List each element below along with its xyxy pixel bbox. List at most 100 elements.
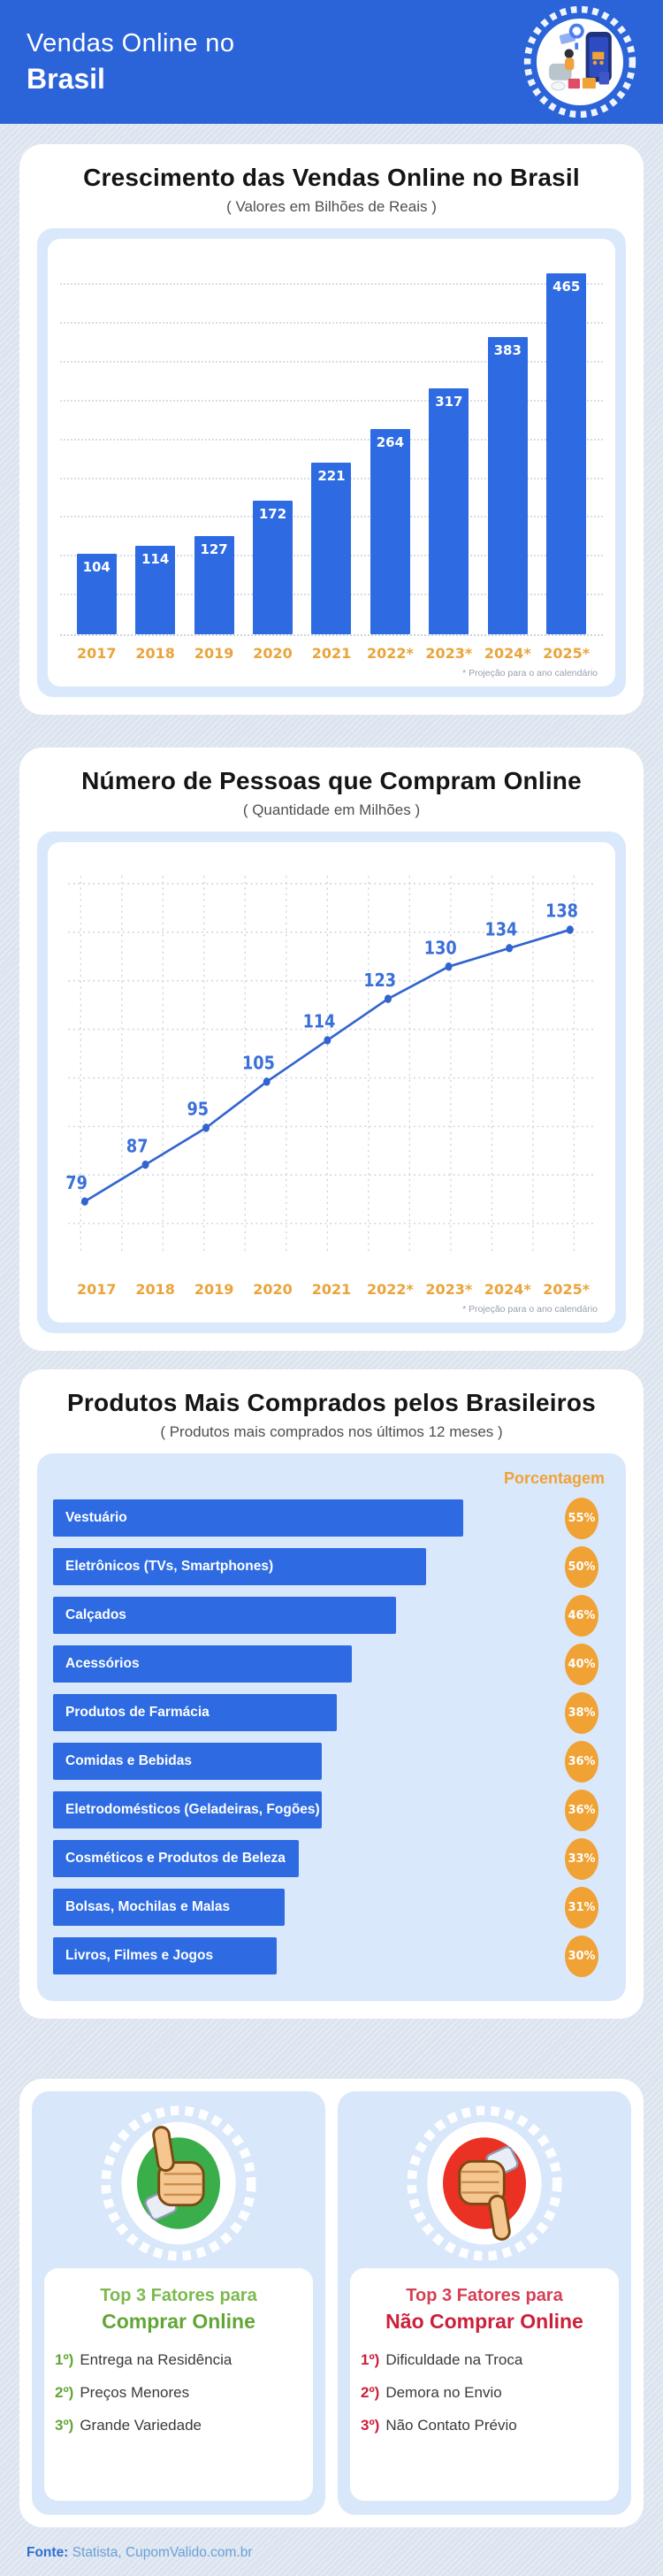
factor-item: 2º) Preços Menores <box>55 2384 302 2402</box>
product-bar: Bolsas, Mochilas e Malas <box>53 1889 285 1926</box>
point-value-label: 134 <box>484 918 517 940</box>
bar: 114 <box>135 546 176 634</box>
product-label: Eletrodomésticos (Geladeiras, Fogões) <box>65 1802 320 1817</box>
online-buyers-title: Número de Pessoas que Compram Online <box>81 767 582 794</box>
product-label: Comidas e Bebidas <box>65 1753 192 1768</box>
point-value-label: 79 <box>65 1172 88 1194</box>
product-label: Vestuário <box>65 1510 127 1525</box>
top-products-title: Produtos Mais Comprados pelos Brasileiro… <box>67 1389 596 1416</box>
product-bar: Cosméticos e Produtos de Beleza <box>53 1840 300 1877</box>
bar: 127 <box>194 535 234 634</box>
product-row: Eletrônicos (TVs, Smartphones) 50% <box>53 1545 610 1588</box>
percent-badge: 31% <box>565 1886 598 1928</box>
product-label: Calçados <box>65 1607 126 1622</box>
bar-value-label: 104 <box>82 558 110 575</box>
bar-chart-gridline <box>60 322 603 325</box>
bar: 383 <box>487 337 528 634</box>
percent-badge-column: 50% <box>553 1545 610 1588</box>
factors-section: Top 3 Fatores para Comprar Online 1º) Ent… <box>19 2079 644 2527</box>
sales-growth-section: Crescimento das Vendas Online no Brasil … <box>19 144 644 715</box>
product-label: Produtos de Farmácia <box>65 1705 210 1720</box>
factor-text: Demora no Envio <box>385 2384 502 2401</box>
bar-value-label: 264 <box>376 434 405 451</box>
bar-chart-gridline <box>60 283 603 286</box>
percent-badge: 33% <box>565 1837 598 1880</box>
percent-badge-column: 33% <box>553 1837 610 1880</box>
year-label: 2017 <box>76 1281 117 1298</box>
year-label: 2018 <box>135 645 175 662</box>
factor-item: 2º) Demora no Envio <box>361 2384 608 2402</box>
factor-item: 3º) Não Contato Prévio <box>361 2417 608 2434</box>
product-label: Bolsas, Mochilas e Malas <box>65 1899 231 1914</box>
bar: 264 <box>370 429 410 634</box>
year-label: 2024* <box>484 1281 531 1298</box>
percent-badge: 36% <box>565 1740 598 1782</box>
product-row: Calçados 46% <box>53 1594 610 1637</box>
percent-badge-column: 36% <box>553 1740 610 1782</box>
not-buy-factors-title-line1: Top 3 Fatores para <box>406 2286 563 2305</box>
point-value-label: 123 <box>363 969 396 991</box>
product-bar: Comidas e Bebidas <box>53 1743 322 1780</box>
point-value-label: 105 <box>242 1052 275 1074</box>
product-bar-track: Calçados <box>53 1597 553 1634</box>
product-bar: Calçados <box>53 1597 397 1634</box>
buy-factors-list: 1º) Entrega na Residência 2º) Preços Menore… <box>53 2351 304 2434</box>
product-label: Acessórios <box>65 1656 140 1671</box>
percent-badge: 36% <box>565 1789 598 1831</box>
data-point <box>80 1197 88 1206</box>
data-point <box>141 1160 149 1169</box>
year-label: 2022* <box>366 645 414 662</box>
online-buyers-subtitle: ( Quantidade em Milhões ) <box>242 801 421 818</box>
buy-factors-title-line1: Top 3 Fatores para <box>100 2286 257 2305</box>
product-bar: Acessórios <box>53 1645 352 1683</box>
product-bar: Livros, Filmes e Jogos <box>53 1937 278 1974</box>
product-bar-track: Eletrodomésticos (Geladeiras, Fogões) <box>53 1791 553 1828</box>
factor-text: Preços Menores <box>80 2384 190 2401</box>
product-row: Cosméticos e Produtos de Beleza 33% <box>53 1837 610 1880</box>
year-label: 2021 <box>311 1281 352 1298</box>
product-row: Livros, Filmes e Jogos 30% <box>53 1935 610 1977</box>
bar-column: 114 <box>126 262 184 634</box>
factor-text: Dificuldade na Troca <box>385 2351 523 2368</box>
point-value-label: 114 <box>303 1010 336 1032</box>
factor-rank: 2º) <box>55 2384 74 2401</box>
data-point <box>384 994 392 1003</box>
factor-item: 1º) Dificuldade na Troca <box>361 2351 608 2369</box>
source-footer: Fonte: Statista, CupomValido.com.br <box>27 2545 663 2561</box>
percent-badge: 38% <box>565 1691 598 1734</box>
bar-value-label: 465 <box>552 279 581 295</box>
year-label: 2017 <box>76 645 117 662</box>
bar: 104 <box>76 553 117 634</box>
year-label: 2025* <box>543 1281 591 1298</box>
data-point <box>202 1123 210 1132</box>
online-buyers-panel: 79 87 95 105 114 123 130 134 138 2017 2018 2019 202… <box>37 832 626 1333</box>
factor-item: 3º) Grande Variedade <box>55 2417 302 2434</box>
top-products-panel: Porcentagem Vestuário 55% Eletrônicos (TVs… <box>37 1453 626 2001</box>
product-bars-list: Vestuário 55% Eletrônicos (TVs, Smartphone… <box>53 1488 610 1977</box>
percent-badge-column: 46% <box>553 1594 610 1637</box>
page-title-line2: Brasil <box>27 62 105 95</box>
year-label: 2023* <box>425 645 473 662</box>
product-label: Cosméticos e Produtos de Beleza <box>65 1851 286 1866</box>
header: Vendas Online no Brasil <box>0 0 663 124</box>
percent-badge-column: 38% <box>553 1691 610 1734</box>
factor-rank: 1º) <box>55 2351 74 2368</box>
bar-chart-year-axis: 2017 2018 2019 2020 2021 2022* 2023* 2024* 2025* <box>60 645 603 662</box>
product-row: Bolsas, Mochilas e Malas 31% <box>53 1886 610 1928</box>
sales-growth-title: Crescimento das Vendas Online no Brasil <box>83 164 580 191</box>
top-products-subtitle: ( Produtos mais comprados nos últimos 12… <box>160 1423 503 1440</box>
year-label: 2020 <box>253 645 293 662</box>
factor-text: Entrega na Residência <box>80 2351 232 2368</box>
product-bar-track: Acessórios <box>53 1645 553 1683</box>
bar: 172 <box>253 501 293 634</box>
bar-column: 465 <box>537 262 596 634</box>
factor-rank: 3º) <box>361 2417 380 2434</box>
factor-item: 1º) Entrega na Residência <box>55 2351 302 2369</box>
bar-column: 127 <box>185 262 243 634</box>
product-bar: Produtos de Farmácia <box>53 1694 337 1731</box>
bar-value-label: 114 <box>141 551 170 568</box>
bar-chart-footnote: * Projeção para o ano calendário <box>462 668 598 678</box>
data-point <box>445 962 453 971</box>
page-title: Vendas Online no Brasil <box>27 29 234 96</box>
bar-value-label: 317 <box>435 393 463 410</box>
